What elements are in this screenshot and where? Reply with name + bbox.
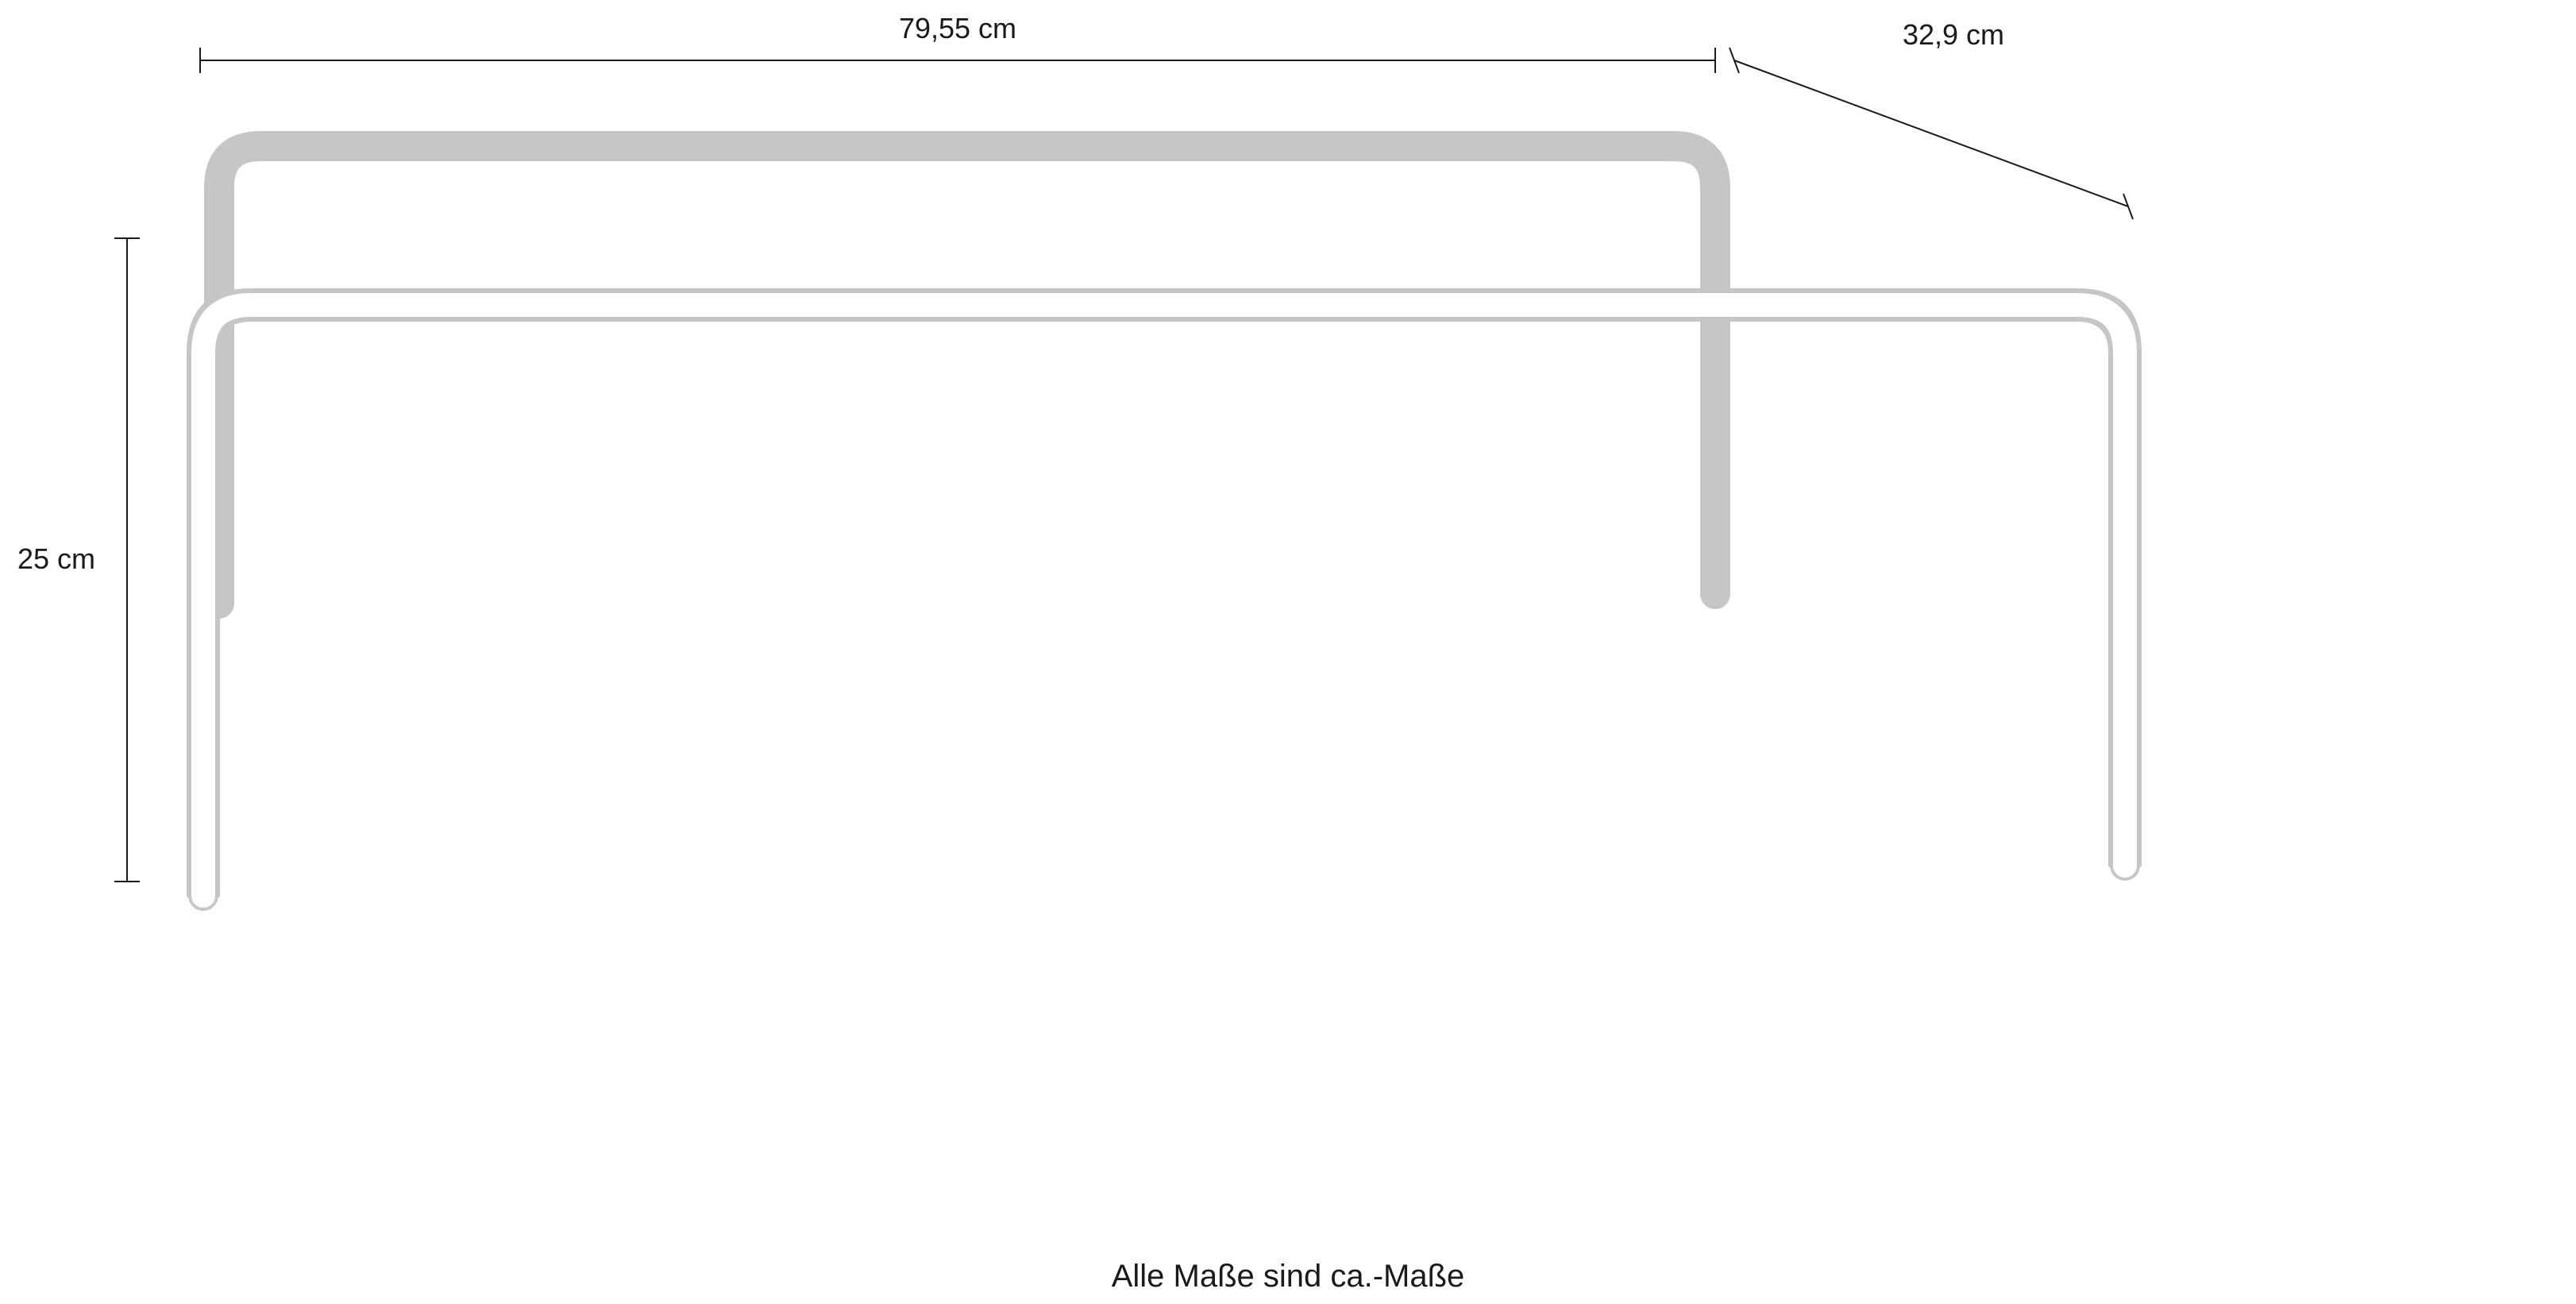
dimension-lines (114, 48, 2133, 882)
diagram-stage: 79,55 cm 32,9 cm 25 cm Alle Maße sind ca… (0, 0, 2576, 1304)
dim-depth-label: 32,9 cm (1903, 18, 2004, 51)
dim-height-label: 25 cm (17, 542, 95, 575)
frame-back-rail (219, 146, 1715, 604)
caption-text: Alle Maße sind ca.-Maße (1112, 1259, 1465, 1294)
frame-front-rail-edge (188, 290, 2140, 896)
frame-group (203, 146, 2125, 896)
diagram-svg: 79,55 cm 32,9 cm 25 cm Alle Maße sind ca… (0, 0, 2576, 1304)
frame-front-rail (203, 305, 2125, 896)
dim-width (200, 48, 1715, 73)
frame-front-rail-fill (203, 305, 2125, 896)
dim-height (114, 238, 140, 882)
dim-depth (1730, 48, 2133, 219)
dim-width-label: 79,55 cm (899, 12, 1016, 44)
